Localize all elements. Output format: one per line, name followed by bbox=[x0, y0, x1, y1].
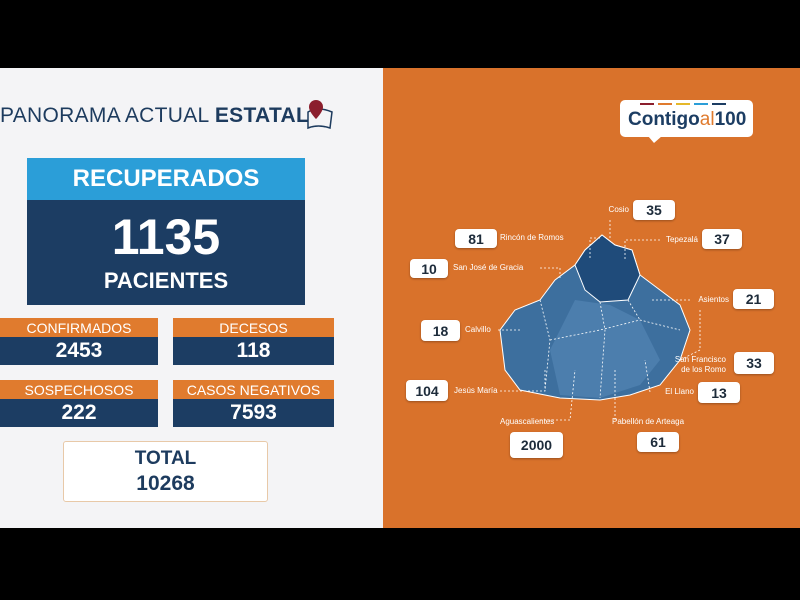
recuperados-label: RECUPERADOS bbox=[27, 158, 305, 200]
municipio-name: Pabellón de Arteaga bbox=[612, 417, 685, 426]
total-label: TOTAL bbox=[134, 448, 197, 469]
municipio-name: San José de Gracia bbox=[453, 263, 524, 272]
logo-part: Contigo bbox=[628, 109, 700, 130]
recuperados-unit: PACIENTES bbox=[103, 268, 229, 293]
municipio-value: 35 bbox=[633, 200, 675, 220]
recuperados-value: 1135 bbox=[111, 209, 221, 265]
municipio-value: 2000 bbox=[510, 432, 563, 458]
stat-label: CASOS NEGATIVOS bbox=[173, 380, 334, 399]
recuperados-box: 1135 PACIENTES bbox=[27, 200, 305, 305]
municipio-value: 61 bbox=[637, 432, 679, 452]
pin-icon bbox=[307, 100, 333, 130]
municipio-value: 104 bbox=[406, 380, 448, 401]
municipio-value: 81 bbox=[455, 229, 497, 248]
municipio-value: 18 bbox=[421, 320, 460, 341]
municipio-name: Calvillo bbox=[465, 325, 491, 334]
municipio-name: Jesús María bbox=[454, 386, 498, 395]
stat-value: 118 bbox=[173, 337, 334, 365]
logo-stripes bbox=[640, 103, 726, 105]
municipio-name: Rincón de Romos bbox=[500, 233, 564, 242]
stat-label: CONFIRMADOS bbox=[0, 318, 158, 337]
stat-value: 222 bbox=[0, 399, 158, 427]
municipio-value: 21 bbox=[733, 289, 774, 309]
municipio-value: 10 bbox=[410, 259, 448, 278]
municipio-name: El Llano bbox=[665, 387, 694, 396]
title-regular: PANORAMA ACTUAL bbox=[0, 104, 209, 127]
total-box: TOTAL 10268 bbox=[63, 441, 268, 502]
municipio-name: Aguascalientes bbox=[500, 417, 555, 426]
municipio-name: San Francisco de los Romo bbox=[674, 355, 726, 374]
stat-label: DECESOS bbox=[173, 318, 334, 337]
municipio-name: Cosio bbox=[608, 205, 629, 214]
title: PANORAMA ACTUAL ESTATAL bbox=[0, 104, 309, 128]
municipio-value: 37 bbox=[702, 229, 742, 249]
logo-text: Contigoal100 bbox=[628, 109, 746, 131]
stat-value: 7593 bbox=[173, 399, 334, 427]
map bbox=[498, 220, 701, 421]
stat-value: 2453 bbox=[0, 337, 158, 365]
municipio-name: Asientos bbox=[698, 295, 729, 304]
total-value: 10268 bbox=[136, 472, 195, 495]
logo-part: al bbox=[699, 109, 715, 130]
stat-label: SOSPECHOSOS bbox=[0, 380, 158, 399]
municipio-value: 33 bbox=[734, 352, 774, 374]
logo-part: 100 bbox=[714, 109, 747, 130]
logo: Contigoal100 bbox=[620, 100, 753, 137]
logo-tail bbox=[648, 136, 662, 143]
municipio-name: Tepezalá bbox=[665, 235, 698, 244]
municipio-value: 13 bbox=[698, 382, 740, 403]
title-bold: ESTATAL bbox=[214, 104, 310, 127]
